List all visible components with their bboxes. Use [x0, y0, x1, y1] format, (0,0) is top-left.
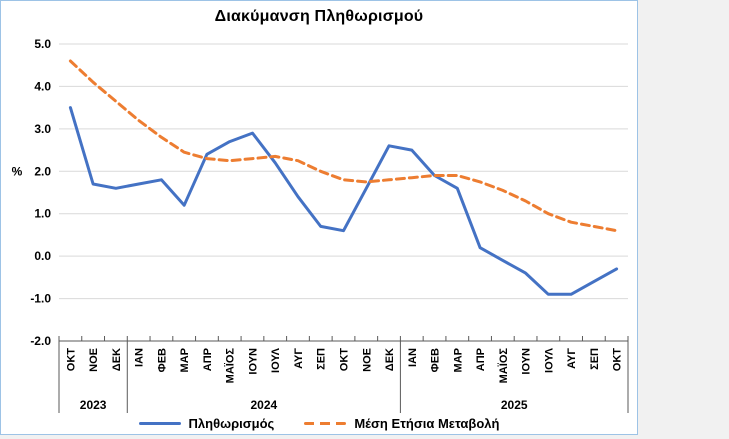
month-label: ΜΑΡ	[452, 348, 464, 372]
legend-label: Πληθωρισμός	[188, 416, 275, 431]
month-label: ΣΕΠ	[316, 348, 328, 370]
month-label: ΑΥΓ	[566, 348, 578, 369]
month-label: ΑΥΓ	[293, 348, 305, 369]
month-label: ΙΟΥΝ	[521, 348, 533, 375]
series-line-solid	[68, 106, 619, 296]
month-label: ΟΚΤ	[339, 348, 351, 372]
chart-legend: Πληθωρισμός Μέση Ετήσια Μεταβολή	[1, 416, 637, 431]
y-tick-label: 4.0	[34, 79, 51, 93]
y-tick-label: 2.0	[34, 164, 51, 178]
y-axis-unit-label: %	[12, 164, 23, 178]
y-tick-label: -1.0	[30, 292, 51, 306]
month-label: ΜΑΪΟΣ	[224, 348, 237, 384]
month-label: ΟΚΤ	[65, 348, 77, 372]
month-label: ΙΑΝ	[407, 348, 419, 367]
y-tick-label: 5.0	[34, 37, 51, 51]
month-label: ΦΕΒ	[156, 348, 168, 372]
month-label: ΝΟΕ	[361, 348, 373, 372]
chart-title: Διακύμανση Πληθωρισμού	[214, 8, 424, 25]
month-label: ΜΑΡ	[179, 348, 191, 372]
month-label: ΝΟΕ	[88, 348, 100, 372]
legend-item: Πληθωρισμός	[138, 416, 275, 431]
y-tick-label: -2.0	[30, 334, 51, 348]
y-tick-label: 1.0	[34, 207, 51, 221]
month-label: ΙΟΥΛ	[543, 347, 555, 373]
month-label: ΔΕΚ	[111, 348, 123, 371]
month-label: ΣΕΠ	[589, 348, 601, 370]
year-label: 2025	[501, 398, 528, 412]
y-tick-label: 0.0	[34, 249, 51, 263]
legend-item: Μέση Ετήσια Μεταβολή	[304, 416, 499, 431]
legend-swatch-dashed-line	[304, 422, 347, 425]
month-label: ΟΚΤ	[612, 348, 624, 372]
year-label: 2024	[250, 398, 277, 412]
year-label: 2023	[80, 398, 107, 412]
month-label: ΙΑΝ	[134, 348, 146, 367]
legend-swatch-solid-line	[138, 422, 181, 425]
month-label: ΑΠΡ	[475, 348, 487, 371]
month-label: ΜΑΪΟΣ	[497, 348, 510, 384]
series-line-dashed	[68, 59, 619, 233]
month-label: ΙΟΥΝ	[248, 348, 260, 375]
month-label: ΙΟΥΛ	[270, 347, 282, 373]
month-label: ΦΕΒ	[430, 348, 442, 372]
line-chart-plot: 5.0 4.0 3.0 2.0 1.0 0.0 -1.0 -2.0% ΟΚΤ ΝΟΕ ΔΕΚ ΙΑΝ Φ…	[12, 37, 629, 413]
y-tick-label: 3.0	[34, 122, 51, 136]
legend-label: Μέση Ετήσια Μεταβολή	[354, 416, 500, 431]
month-label: ΔΕΚ	[384, 348, 396, 371]
chart-frame: Διακύμανση Πληθωρισμού 5.0 4.0 3.0 2.0 1.0 0.…	[0, 0, 638, 435]
month-label: ΑΠΡ	[202, 348, 214, 371]
